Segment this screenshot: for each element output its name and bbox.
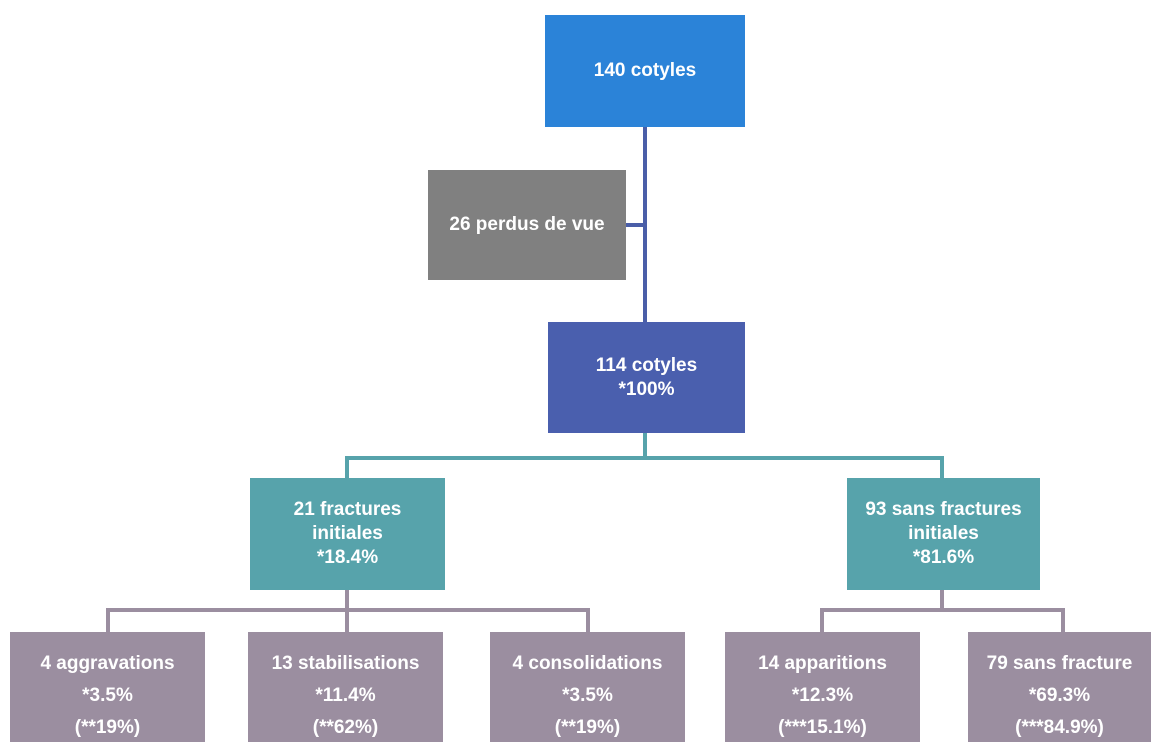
node-label: (**62%) (312, 717, 379, 738)
connector (820, 608, 1065, 632)
node-label: *18.4% (316, 547, 379, 568)
node-label: (**19%) (74, 717, 141, 738)
node-label: 93 sans fractures (865, 499, 1022, 520)
node: 4 consolidations *3.5% (**19%) (490, 632, 685, 742)
node-label: 4 consolidations (512, 653, 663, 674)
node-label: *12.3% (791, 685, 854, 706)
node: 114 cotyles *100% (548, 322, 745, 433)
node-label: (**19%) (554, 717, 621, 738)
node: 21 fractures initiales *18.4% (250, 478, 445, 590)
node-label: *81.6% (912, 547, 975, 568)
node-label: 13 stabilisations (271, 653, 420, 674)
node-label: 140 cotyles (593, 60, 697, 81)
node-label: 14 apparitions (758, 653, 887, 674)
node-label: (***84.9%) (1015, 717, 1104, 738)
node-label: 79 sans fracture (986, 653, 1133, 674)
node-label: (***15.1%) (778, 717, 867, 738)
node: 13 stabilisations *11.4% (**62%) (248, 632, 443, 742)
node: 14 apparitions *12.3% (***15.1%) (725, 632, 920, 742)
node-label: 26 perdus de vue (449, 214, 605, 235)
node: 93 sans fractures initiales *81.6% (847, 478, 1040, 590)
connector (345, 456, 944, 478)
node: 140 cotyles (545, 15, 745, 127)
node-label: *3.5% (562, 685, 613, 706)
node-label: initiales (312, 523, 383, 544)
node-label: 21 fractures (293, 499, 402, 520)
node: 26 perdus de vue (428, 170, 626, 280)
node-label: *11.4% (315, 685, 376, 706)
node-label: *100% (618, 378, 675, 400)
node: 79 sans fracture *69.3% (***84.9%) (968, 632, 1151, 742)
node-label: *69.3% (1028, 685, 1091, 706)
node-label: initiales (908, 523, 979, 544)
node-label: 4 aggravations (40, 653, 175, 674)
node: 4 aggravations *3.5% (**19%) (10, 632, 205, 742)
node-label: 114 cotyles (595, 354, 698, 376)
node-label: *3.5% (82, 685, 133, 706)
